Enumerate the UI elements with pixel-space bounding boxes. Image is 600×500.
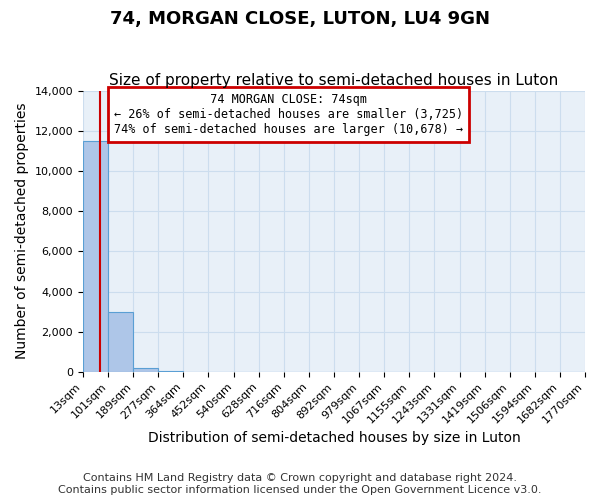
Bar (108, 312, 133, 372)
Text: 74 MORGAN CLOSE: 74sqm  
← 26% of semi-detached houses are smaller (3,725)
74% o: 74 MORGAN CLOSE: 74sqm ← 26% of semi-det… (114, 93, 463, 136)
Bar (83, 141, 108, 372)
Bar (133, 368, 158, 372)
Text: 74, MORGAN CLOSE, LUTON, LU4 9GN: 74, MORGAN CLOSE, LUTON, LU4 9GN (110, 10, 490, 28)
Text: Contains HM Land Registry data © Crown copyright and database right 2024.
Contai: Contains HM Land Registry data © Crown c… (58, 474, 542, 495)
X-axis label: Distribution of semi-detached houses by size in Luton: Distribution of semi-detached houses by … (148, 431, 520, 445)
Y-axis label: Number of semi-detached properties: Number of semi-detached properties (15, 103, 29, 360)
Title: Size of property relative to semi-detached houses in Luton: Size of property relative to semi-detach… (109, 73, 559, 88)
